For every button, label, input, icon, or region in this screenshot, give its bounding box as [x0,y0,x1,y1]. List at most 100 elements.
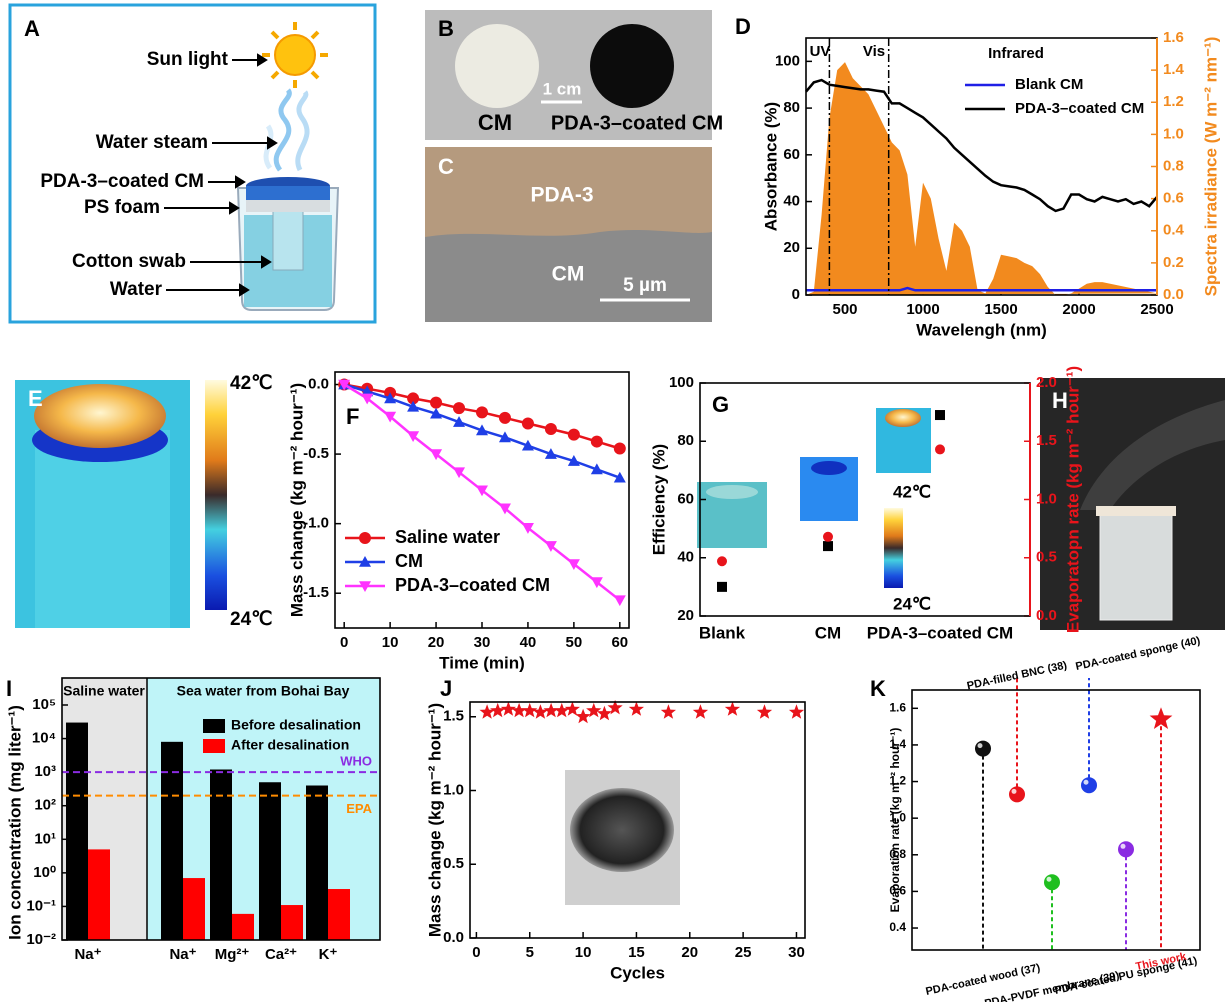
x-tick-label: Na⁺ [169,946,196,963]
colorbar-label: 24℃ [893,594,931,613]
area [806,62,1157,295]
panel-letter: B [438,16,454,41]
x-tick-label: Mg²⁺ [215,946,250,963]
marker [1044,874,1060,890]
marker [591,436,603,448]
bar [306,786,328,940]
marker [1081,777,1097,793]
marker [565,701,580,715]
x-tick-label: 60 [611,634,628,651]
y-tick-label: 20 [677,607,694,624]
annotation: UV [810,43,831,60]
annotation: Vis [863,43,885,60]
y-tick-label: 0.0 [443,929,464,946]
colorbar-label: 24℃ [230,609,272,630]
marker [545,423,557,435]
marker [661,704,676,719]
marker [490,703,505,717]
panel-letter: E [28,386,43,411]
bar [232,914,254,940]
annotation: Infrared [988,45,1044,62]
x-tick-label: 25 [735,944,752,961]
marker [725,701,740,715]
legend-label: PDA-3–coated CM [1015,100,1144,117]
figure: A Sun light Water steam PDA-3–coated CM … [0,0,1229,1002]
x-tick-label: CM [815,623,841,642]
x-tick-label: 20 [428,634,445,651]
reference-label: EPA [346,801,372,816]
x-tick-label: PDA-3–coated CM [867,623,1013,642]
x-tick-label: Blank [699,623,746,642]
y-tick-label: 60 [783,146,800,163]
marker [823,541,833,551]
marker [823,532,833,542]
y-axis-label: Ion concentration (mg liter⁻¹) [5,705,24,940]
y2-axis-label: Spectra irradiance (W m⁻² nm⁻¹) [1201,37,1220,297]
y-tick-label: 10¹ [34,830,56,847]
y-tick-label: 1.5 [443,708,464,725]
label: Water steam [96,132,208,153]
marker [717,556,727,566]
y-tick-label: 0 [792,286,800,303]
legend-swatch [203,719,225,733]
x-tick-label: 0 [340,634,348,651]
marker [576,709,591,723]
marker [480,704,495,719]
marker [693,704,708,719]
y2-tick-label: 1.0 [1163,125,1184,142]
y-tick-label: 1.0 [443,781,464,798]
legend-label: After desalination [231,737,349,753]
marker [975,741,991,757]
category-label: PDA-coated sponge (40) [1075,635,1202,673]
legend-swatch [203,739,225,753]
marker [430,397,442,409]
legend-label: CM [395,551,423,571]
group-label: Sea water from Bohai Bay [177,683,350,699]
y2-tick-label: 1.6 [1163,29,1184,46]
beaker [238,177,338,310]
label: PDA-3–coated CM [551,112,723,134]
x-tick-label: 30 [474,634,491,651]
panel-b: B CM PDA-3–coated CM 1 cm [425,10,723,140]
panel-a: A Sun light Water steam PDA-3–coated CM … [10,5,375,322]
sample-pda [590,24,674,108]
marker [554,703,569,717]
panel-letter: A [24,16,40,41]
marker [476,406,488,418]
x-tick-label: 50 [566,634,583,651]
scale-label: 5 µm [623,275,667,296]
marker [935,444,945,454]
marker [789,704,804,719]
x-axis-label: Cycles [610,963,665,982]
panel-letter: C [438,154,454,179]
y-tick-label: 40 [677,549,694,566]
colorbar [205,380,227,610]
legend-label: Before desalination [231,717,361,733]
y2-tick-label: 2.0 [1036,374,1057,391]
colorbar-label: 42℃ [230,373,272,394]
y-tick-label: 10⁻² [26,931,56,948]
legend-label: Blank CM [1015,76,1083,93]
x-tick-label: 500 [832,301,857,318]
x-tick-label: Ca²⁺ [265,946,297,963]
y2-tick-label: 0.0 [1036,607,1057,624]
y-tick-label: 60 [677,490,694,507]
marker [522,417,534,429]
y-tick-label: -1.5 [303,584,329,601]
x-axis-label: Wavelengh (nm) [916,320,1047,339]
y-tick-label: 80 [677,432,694,449]
x-tick-label: 15 [628,944,645,961]
panel-letter: G [712,392,729,417]
marker [629,701,644,715]
x-tick-label: 0 [472,944,480,961]
marker [757,704,772,719]
y2-axis-label: Evaporatopn rate (kg m⁻² hour⁻¹) [1063,366,1082,633]
marker [614,595,626,606]
bar [281,905,303,940]
y2-tick-label: 1.4 [1163,61,1185,78]
y-tick-label: 10⁴ [32,730,56,747]
legend-label: PDA-3–coated CM [395,575,550,595]
y2-tick-label: 0.8 [1163,157,1184,174]
beaker [1100,512,1172,620]
panel-c: C PDA-3 CM 5 µm [425,147,712,322]
